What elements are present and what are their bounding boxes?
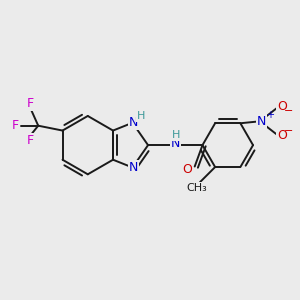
Text: N: N	[129, 161, 138, 174]
Text: −: −	[283, 126, 293, 136]
Text: N: N	[257, 115, 266, 128]
Text: H: H	[172, 130, 180, 140]
Text: +: +	[266, 110, 274, 121]
Text: F: F	[27, 134, 34, 147]
Text: −: −	[283, 106, 293, 116]
Text: O: O	[277, 100, 287, 113]
Text: F: F	[11, 119, 18, 132]
Text: O: O	[277, 129, 287, 142]
Text: N: N	[129, 116, 138, 129]
Text: F: F	[27, 97, 34, 110]
Text: CH₃: CH₃	[187, 183, 208, 193]
Text: N: N	[171, 137, 180, 150]
Text: H: H	[137, 111, 146, 121]
Text: O: O	[182, 163, 192, 176]
